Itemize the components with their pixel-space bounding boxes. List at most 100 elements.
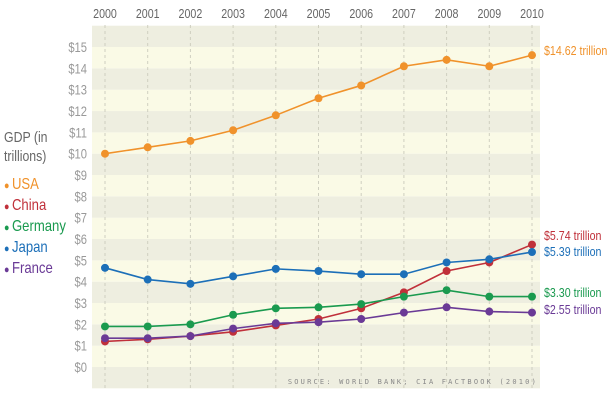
y-tick-label: $8 [75,189,87,204]
data-point [357,315,366,324]
data-point [528,248,536,257]
y-tick-label: $7 [75,211,87,226]
data-point [229,126,238,135]
legend-dot-icon: ● [4,180,12,192]
legend-label: China [11,197,47,214]
data-point [442,267,451,276]
grid-band [92,47,540,69]
grid-band [92,281,540,304]
data-point [485,307,494,316]
data-point [271,319,280,328]
x-tick-label: 2009 [477,6,501,21]
data-point [528,308,536,317]
data-point [229,310,238,319]
data-point [442,258,451,267]
data-point [314,303,323,312]
data-point [399,308,408,317]
data-point [101,322,109,331]
y-tick-label: $2 [75,317,87,332]
data-point [101,334,109,343]
data-point [101,149,109,158]
legend-dot-icon: ● [4,264,12,276]
grid-band [92,68,540,90]
grid-band [92,175,540,197]
end-value-label: $5.39 trillion [544,244,601,259]
data-point [186,136,195,145]
data-point [442,286,451,295]
x-tick-label: 2002 [179,6,203,21]
data-point [314,267,323,276]
data-point [143,322,152,331]
legend-label: USA [11,176,39,193]
series-japan: $5.39 trillion [101,244,601,288]
data-point [314,94,323,103]
end-value-label: $5.74 trillion [544,228,601,243]
data-point [101,263,109,272]
legend-item-japan: ● Japan [4,239,48,257]
series-usa: $14.62 trillion [101,43,607,158]
x-tick-label: 2003 [221,6,245,21]
y-tick-label: $12 [68,104,87,119]
y-tick-label: $11 [69,125,87,140]
data-point [442,303,451,312]
data-point [485,292,494,301]
y-tick-label: $3 [75,296,87,311]
data-point [314,318,323,327]
x-tick-label: 2004 [264,6,288,21]
grid-band [92,132,540,154]
legend-dot-icon: ● [4,222,12,234]
y-tick-label: $15 [68,40,87,55]
data-point [143,143,152,152]
legend-item-france: ● France [4,260,53,278]
grid-band [92,367,540,389]
grid-band [92,303,540,325]
data-point [528,240,536,249]
x-tick-label: 2000 [93,6,117,21]
x-tick-label: 2005 [307,6,331,21]
y-tick-label: $5 [75,253,87,268]
x-tick-label: 2008 [435,6,459,21]
source-note: SOURCE: WORLD BANK; CIA FACTBOOK (2010) [288,378,538,386]
legend-dot-icon: ● [4,243,12,255]
grid-band [92,25,540,48]
data-point [271,264,280,273]
y-tick-label: $13 [68,83,87,98]
data-point [357,300,366,309]
data-point [442,55,451,64]
y-tick-label: $10 [68,147,87,162]
legend-item-germany: ● Germany [4,218,66,236]
y-tick-label: $1 [75,339,87,354]
data-point [143,275,152,284]
end-value-label: $14.62 trillion [544,43,607,58]
x-tick-label: 2006 [349,6,373,21]
data-point [186,320,195,329]
data-point [485,255,494,264]
legend-label: France [11,260,53,277]
y-tick-label: $14 [68,61,87,76]
y-tick-label: $9 [75,168,87,183]
data-point [143,334,152,343]
data-point [485,62,494,71]
grid-band [92,111,540,133]
grid-band [92,345,540,367]
grid-band [92,217,540,240]
end-value-label: $3.30 trillion [544,285,601,300]
grid-band [92,324,540,346]
data-point [399,292,408,301]
series-germany: $3.30 trillion [101,285,601,331]
data-point [357,270,366,279]
y-tick-label: $6 [75,232,87,247]
data-point [399,62,408,71]
y-axis-label: GDP (in trillions) [4,129,48,165]
grid-band [92,153,540,176]
data-point [229,324,238,333]
data-point [229,272,238,281]
x-tick-label: 2010 [520,6,544,21]
data-point [271,111,280,120]
grid-band [92,196,540,218]
data-point [271,304,280,313]
data-point [528,51,536,60]
legend-label: Germany [11,218,66,235]
y-tick-label: $4 [75,275,87,290]
